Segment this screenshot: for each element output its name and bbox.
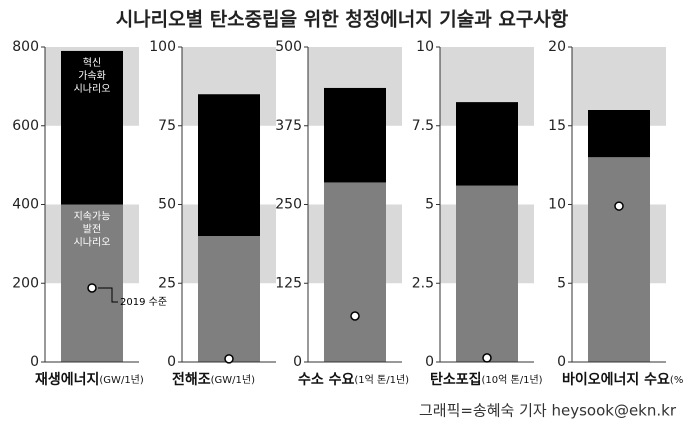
bar-segment: [588, 110, 650, 158]
y-tick-label: 75: [158, 118, 176, 134]
point-marker: [482, 353, 492, 363]
category-name: 전해조: [172, 371, 211, 388]
bar-segment: [456, 102, 518, 186]
credit: 그래픽=송혜숙 기자 heysook@ekn.kr: [419, 402, 677, 420]
chart-title: 시나리오별 탄소중립을 위한 청정에너지 기술과 요구사항: [116, 9, 569, 31]
y-tick-label: 10: [416, 39, 434, 55]
segment-label-line: 시나리오: [74, 237, 111, 249]
y-tick-label: 5: [557, 275, 566, 291]
point-marker: [224, 354, 234, 364]
segment-label: 지속가능 발전 시나리오: [74, 211, 111, 249]
bar-segment: [456, 185, 518, 362]
y-tick-label: 0: [167, 354, 176, 370]
point-marker: [350, 311, 360, 321]
segment-label-line: 시나리오: [74, 83, 111, 95]
y-tick-label: 250: [275, 197, 302, 213]
category-name: 수소 수요: [298, 372, 355, 388]
y-tick-label: 800: [12, 39, 39, 55]
unit-label: (%): [670, 375, 684, 386]
y-tick-label: 400: [12, 197, 39, 213]
x-label: 재생에너지(GW/1년): [35, 372, 144, 388]
y-tick-label: 0: [425, 354, 434, 370]
y-tick-label: 0: [293, 354, 302, 370]
y-tick-label: 7.5: [412, 118, 434, 134]
segment-label-line: 지속가능: [74, 211, 111, 223]
y-tick-label: 200: [12, 275, 39, 291]
segment-label-line: 혁신: [83, 57, 101, 69]
bar-segment: [198, 94, 260, 236]
segment-label-line: 발전: [83, 224, 101, 236]
y-tick-label: 25: [158, 275, 176, 291]
category-name: 탄소포집: [430, 371, 482, 388]
y-tick-label: 125: [275, 275, 302, 291]
y-tick-label: 5: [425, 197, 434, 213]
unit-label: (GW/1년): [211, 374, 255, 386]
x-label: 전해조(GW/1년): [172, 371, 255, 388]
category-name: 바이오에너지 수요: [562, 371, 670, 388]
point-marker: [87, 283, 97, 293]
bar-segment: [61, 50, 123, 205]
y-tick-label: 20: [548, 39, 566, 55]
x-label: 바이오에너지 수요(%): [562, 371, 684, 388]
annotation-leader: [98, 287, 118, 303]
y-tick-label: 0: [30, 354, 39, 370]
y-tick-label: 600: [12, 118, 39, 134]
y-tick-label: 50: [158, 197, 176, 213]
bar-segment: [588, 157, 650, 362]
bar-segment: [324, 182, 386, 362]
segment-label: 혁신 가속화 시나리오: [74, 57, 111, 95]
bar-segment: [198, 236, 260, 362]
y-tick-label: 2.5: [412, 275, 434, 291]
y-tick-label: 15: [548, 118, 566, 134]
x-label: 탄소포집(10억 톤/1년): [430, 371, 543, 388]
y-tick-label: 100: [149, 39, 176, 55]
y-tick-label: 375: [275, 118, 302, 134]
unit-label: (10억 톤/1년): [482, 374, 543, 386]
point-annotation: 2019 수준: [120, 296, 167, 308]
unit-label: (1억 톤/1년): [354, 374, 409, 386]
y-tick-label: 500: [275, 39, 302, 55]
unit-label: (GW/1년): [99, 374, 143, 386]
y-tick-label: 10: [548, 197, 566, 213]
point-marker: [614, 201, 624, 211]
bar-segment: [324, 87, 386, 183]
segment-label-line: 가속화: [78, 70, 106, 82]
x-label: 수소 수요(1억 톤/1년): [298, 372, 409, 388]
category-name: 재생에너지: [35, 372, 99, 388]
y-tick-label: 0: [557, 354, 566, 370]
